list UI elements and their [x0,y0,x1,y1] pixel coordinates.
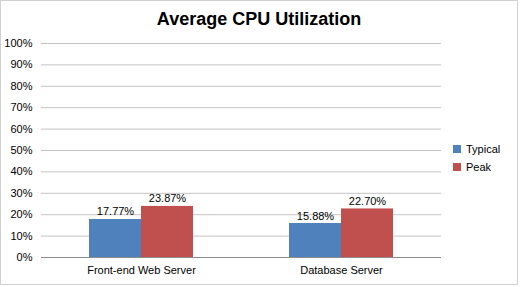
svg-text:15.88%: 15.88% [297,210,335,222]
svg-text:17.77%: 17.77% [97,205,135,217]
html-text:Peak: Peak [466,161,492,173]
svg-text:20%: 20% [10,208,32,220]
svg-text:0%: 0% [17,251,33,263]
svg-text:Database Server: Database Server [300,264,383,276]
svg-text:80%: 80% [10,80,32,92]
svg-text:70%: 70% [10,101,32,113]
svg-text:30%: 30% [10,187,32,199]
svg-text:60%: 60% [10,123,32,135]
svg-text:22.70%: 22.70% [349,195,387,207]
svg-text:50%: 50% [10,144,32,156]
html-text:Average CPU Utilization: Average CPU Utilization [156,9,362,29]
svg-text:40%: 40% [10,165,32,177]
svg-text:90%: 90% [10,58,32,70]
html-text:Typical: Typical [466,143,501,155]
svg-text:100%: 100% [4,37,32,49]
svg-text:10%: 10% [10,230,32,242]
svg-text:Front-end Web Server: Front-end Web Server [87,264,196,276]
svg-text:23.87%: 23.87% [149,192,187,204]
